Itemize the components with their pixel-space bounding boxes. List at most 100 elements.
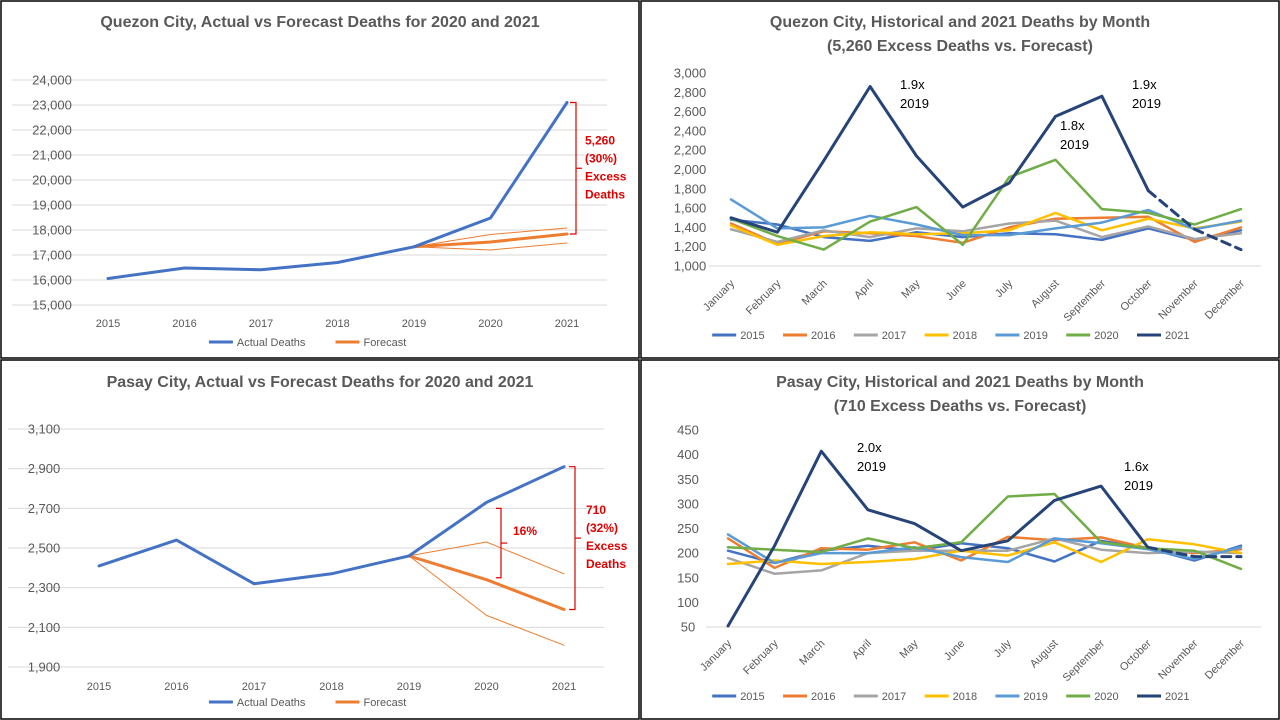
qc-monthly-ytick-label: 2,400 — [674, 123, 707, 138]
pc-annual-ytick-label: 2,300 — [28, 580, 61, 595]
pc-annual-excess-2021-label: (32%) — [586, 521, 618, 535]
qc-annual-ytick-label: 24,000 — [32, 73, 72, 88]
pc-monthly-ratio-annotation: 2.0x — [857, 440, 882, 455]
qc-annual-xtick-label: 2018 — [325, 318, 349, 330]
qc-monthly-series-2017-line — [729, 219, 1243, 244]
pc-annual-xtick-label: 2015 — [87, 681, 111, 693]
pc-monthly-xtick-label: January — [698, 637, 735, 674]
qc-annual-forecast-line — [412, 232, 569, 249]
pc-annual-legend-label: Actual Deaths — [237, 697, 306, 709]
pc-monthly-ratio-annotation: 2019 — [857, 459, 886, 474]
qc-monthly-ratio-annotation: 2019 — [1132, 96, 1161, 111]
qc-monthly-ytick-label: 1,800 — [674, 181, 707, 196]
pc-monthly-legend-label: 2018 — [953, 691, 977, 703]
qc-monthly-legend-label: 2021 — [1165, 330, 1189, 342]
qc-monthly-title: Quezon City, Historical and 2021 Deaths … — [770, 14, 1150, 31]
qc-monthly-xtick-label: July — [993, 277, 1016, 300]
pc-annual-xtick-label: 2019 — [397, 681, 421, 693]
pc-monthly-legend-label: 2017 — [882, 691, 906, 703]
pc-annual-ytick-label: 1,900 — [28, 660, 61, 675]
pc-monthly-xtick-label: June — [942, 638, 967, 663]
qc-annual-ytick-label: 18,000 — [32, 223, 72, 238]
panel-border-qc-annual — [0, 0, 640, 359]
qc-monthly-xtick-label: February — [744, 277, 784, 317]
pc-monthly-series-2018-line — [726, 538, 1243, 566]
pc-annual-ytick-label: 3,100 — [28, 422, 61, 437]
qc-monthly-ytick-label: 2,600 — [674, 104, 707, 119]
qc-monthly-ytick-label: 1,600 — [674, 201, 707, 216]
pc-annual-excess-2021-label: Deaths — [586, 557, 626, 571]
pc-annual-excess-2021-label: 710 — [586, 503, 606, 517]
qc-monthly-xtick-label: January — [701, 277, 738, 314]
pc-annual-forecast-line — [407, 554, 566, 611]
qc-monthly-xtick-label: August — [1029, 278, 1062, 311]
qc-monthly-xtick-label: October — [1118, 277, 1154, 313]
pc-annual-ytick-label: 2,700 — [28, 501, 61, 516]
qc-annual-ytick-label: 19,000 — [32, 198, 72, 213]
qc-annual-ytick-label: 20,000 — [32, 173, 72, 188]
qc-annual-forecast-upper-line — [413, 227, 568, 248]
pc-annual-ytick-label: 2,100 — [28, 620, 61, 635]
pc-monthly-ytick-label: 400 — [677, 447, 699, 462]
qc-annual-ytick-label: 15,000 — [32, 298, 72, 313]
qc-annual-ytick-label: 16,000 — [32, 273, 72, 288]
pc-monthly-series-2019-line — [726, 533, 1243, 565]
qc-monthly-ratio-annotation: 1.9x — [1132, 77, 1157, 92]
qc-annual-excess-label: Deaths — [585, 187, 625, 201]
qc-monthly-ratio-annotation: 1.9x — [900, 77, 925, 92]
qc-monthly-ratio-annotation: 1.8x — [1060, 118, 1085, 133]
qc-annual-actual-line — [106, 101, 569, 280]
qc-monthly-xtick-label: September — [1061, 277, 1108, 324]
qc-monthly-series-2021-projected-line — [1146, 189, 1243, 252]
pc-annual-xtick-label: 2021 — [552, 681, 576, 693]
qc-monthly-subtitle: (5,260 Excess Deaths vs. Forecast) — [827, 38, 1093, 55]
qc-monthly-series-2018-line — [729, 211, 1243, 247]
pc-monthly-title: Pasay City, Historical and 2021 Deaths b… — [776, 374, 1144, 391]
pc-monthly-legend-label: 2020 — [1094, 691, 1118, 703]
qc-monthly-ratio-annotation: 2019 — [1060, 137, 1089, 152]
pc-monthly-legend-label: 2021 — [1165, 691, 1189, 703]
qc-monthly-xtick-label: November — [1156, 277, 1201, 322]
pc-monthly-ytick-label: 200 — [677, 546, 699, 561]
pc-annual-bracket-2020 — [496, 507, 502, 579]
qc-annual-excess-label: Excess — [585, 169, 627, 183]
pc-annual-ytick-label: 2,500 — [28, 541, 61, 556]
qc-monthly-xtick-label: April — [852, 278, 876, 302]
pc-annual-forecast-lower-line — [408, 555, 565, 646]
qc-monthly-ytick-label: 2,000 — [674, 162, 707, 177]
pc-monthly-xtick-label: July — [992, 637, 1015, 660]
pc-annual-ytick-label: 2,900 — [28, 461, 61, 476]
pc-annual-xtick-label: 2018 — [319, 681, 343, 693]
qc-annual-title: Quezon City, Actual vs Forecast Deaths f… — [100, 14, 539, 31]
pc-monthly-xtick-label: December — [1203, 637, 1248, 682]
qc-monthly-xtick-label: March — [800, 278, 830, 308]
panel-border-qc-monthly — [640, 0, 1280, 359]
pc-monthly-ytick-label: 300 — [677, 496, 699, 511]
pc-monthly-xtick-label: August — [1028, 638, 1061, 671]
qc-annual-ytick-label: 21,000 — [32, 148, 72, 163]
pc-annual-excess-2020-label: 16% — [513, 524, 537, 538]
qc-monthly-xtick-label: May — [899, 277, 923, 301]
pc-annual-xtick-label: 2020 — [474, 681, 498, 693]
pc-monthly-ytick-label: 150 — [677, 570, 699, 585]
pc-monthly-xtick-label: February — [741, 637, 781, 677]
qc-monthly-legend-label: 2019 — [1023, 330, 1047, 342]
qc-annual-excess-bracket — [570, 101, 577, 235]
pc-monthly-series-2021-line — [726, 449, 1150, 628]
qc-annual-forecast-lower-line — [413, 242, 568, 251]
qc-monthly-ytick-label: 1,000 — [674, 259, 707, 274]
qc-monthly-series-2021-line — [729, 85, 1150, 234]
pc-monthly-xtick-label: September — [1061, 637, 1108, 684]
pc-monthly-legend-label: 2015 — [740, 691, 764, 703]
pc-monthly-series-2017-line — [726, 537, 1243, 576]
qc-annual-xtick-label: 2017 — [249, 318, 273, 330]
qc-monthly-ytick-label: 2,800 — [674, 85, 707, 100]
qc-monthly-ratio-annotation: 2019 — [900, 96, 929, 111]
qc-monthly-series-2019-line — [729, 198, 1243, 237]
pc-monthly-ytick-label: 350 — [677, 472, 699, 487]
pc-annual-excess-2021-label: Excess — [586, 539, 628, 553]
qc-monthly-ytick-label: 1,400 — [674, 220, 707, 235]
qc-monthly-legend-label: 2016 — [811, 330, 835, 342]
qc-annual-ytick-label: 23,000 — [32, 98, 72, 113]
pc-annual-forecast-upper-line — [408, 541, 565, 575]
